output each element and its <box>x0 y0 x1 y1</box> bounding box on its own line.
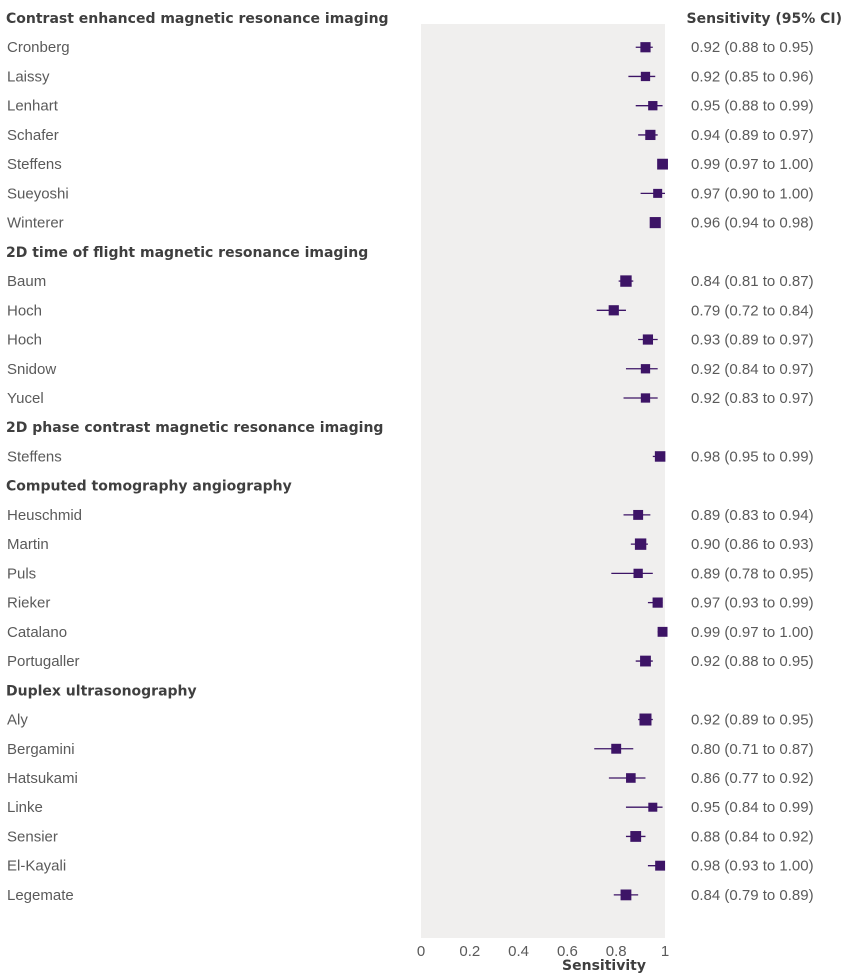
study-label: Baum <box>7 273 46 290</box>
sensitivity-ci-label: 0.92 (0.85 to 0.96) <box>691 68 814 85</box>
study-label: Steffens <box>7 448 62 465</box>
study-label: Bergamini <box>7 741 75 758</box>
study-label: Sensier <box>7 828 58 845</box>
point-estimate-marker <box>655 860 666 871</box>
study-label: Aly <box>7 712 28 729</box>
study-label: Cronberg <box>7 39 70 56</box>
point-estimate-marker <box>640 42 651 53</box>
sensitivity-ci-label: 0.95 (0.84 to 0.99) <box>691 799 814 816</box>
point-estimate-marker <box>654 451 666 462</box>
sensitivity-ci-label: 0.92 (0.84 to 0.97) <box>691 361 814 378</box>
point-estimate-marker <box>626 773 636 783</box>
study-label: Snidow <box>7 361 56 378</box>
point-estimate-marker <box>640 393 651 403</box>
sensitivity-ci-label: 0.86 (0.77 to 0.92) <box>691 770 814 787</box>
study-label: Sueyoshi <box>7 185 69 202</box>
sensitivity-ci-label: 0.98 (0.95 to 0.99) <box>691 448 814 465</box>
x-tick-label: 0.4 <box>508 943 529 960</box>
point-estimate-marker <box>649 217 661 229</box>
point-estimate-marker <box>608 305 619 316</box>
study-label: Catalano <box>7 624 67 641</box>
x-tick-label: 0.6 <box>557 943 578 960</box>
point-estimate-marker <box>640 655 651 667</box>
sensitivity-ci-label: 0.92 (0.89 to 0.95) <box>691 712 814 729</box>
study-label: Hoch <box>7 332 42 349</box>
study-label: Winterer <box>7 215 64 232</box>
point-estimate-marker <box>639 713 652 726</box>
point-estimate-marker <box>630 831 642 842</box>
sensitivity-ci-label: 0.80 (0.71 to 0.87) <box>691 741 814 758</box>
sensitivity-ci-label: 0.99 (0.97 to 1.00) <box>691 156 814 173</box>
rows: Contrast enhanced magnetic resonance ima… <box>6 11 814 904</box>
point-estimate-marker <box>611 743 622 754</box>
point-estimate-marker <box>633 568 643 579</box>
study-label: El-Kayali <box>7 858 66 875</box>
x-tick-label: 0.8 <box>606 943 627 960</box>
study-label: Steffens <box>7 156 62 173</box>
point-estimate-marker <box>653 188 663 198</box>
x-tick-label: 0.2 <box>459 943 480 960</box>
study-label: Portugaller <box>7 653 80 670</box>
study-label: Hatsukami <box>7 770 78 787</box>
x-tick-label: 1 <box>661 943 669 960</box>
sensitivity-ci-label: 0.89 (0.78 to 0.95) <box>691 565 814 582</box>
point-estimate-marker <box>634 538 647 550</box>
group-label: 2D time of flight magnetic resonance ima… <box>6 245 368 261</box>
x-axis-title: Sensitivity <box>562 958 646 974</box>
study-label: Heuschmid <box>7 507 82 524</box>
sensitivity-ci-label: 0.92 (0.88 to 0.95) <box>691 653 814 670</box>
sensitivity-ci-label: 0.88 (0.84 to 0.92) <box>691 828 814 845</box>
sensitivity-ci-label: 0.98 (0.93 to 1.00) <box>691 858 814 875</box>
sensitivity-ci-label: 0.94 (0.89 to 0.97) <box>691 127 814 144</box>
point-estimate-marker <box>633 509 644 520</box>
study-label: Linke <box>7 799 43 816</box>
sensitivity-ci-label: 0.92 (0.88 to 0.95) <box>691 39 814 56</box>
sensitivity-ci-label: 0.95 (0.88 to 0.99) <box>691 98 814 115</box>
plot-panel-background <box>421 24 665 938</box>
sensitivity-ci-label: 0.93 (0.89 to 0.97) <box>691 332 814 349</box>
study-label: Rieker <box>7 595 50 612</box>
sensitivity-ci-label: 0.96 (0.94 to 0.98) <box>691 215 814 232</box>
study-label: Lenhart <box>7 98 59 115</box>
group-label: Duplex ultrasonography <box>6 683 197 699</box>
point-estimate-marker <box>648 802 658 812</box>
sensitivity-ci-label: 0.92 (0.83 to 0.97) <box>691 390 814 407</box>
sensitivity-ci-label: 0.89 (0.83 to 0.94) <box>691 507 814 524</box>
sensitivity-ci-label: 0.79 (0.72 to 0.84) <box>691 302 814 319</box>
point-estimate-marker <box>645 129 656 141</box>
point-estimate-marker <box>657 626 668 637</box>
study-label: Legemate <box>7 887 74 904</box>
sensitivity-ci-label: 0.84 (0.79 to 0.89) <box>691 887 814 904</box>
point-estimate-marker <box>652 597 663 608</box>
study-label: Puls <box>7 565 36 582</box>
study-label: Schafer <box>7 127 59 144</box>
point-estimate-marker <box>657 158 668 170</box>
study-label: Hoch <box>7 302 42 319</box>
study-label: Laissy <box>7 68 50 85</box>
sensitivity-ci-label: 0.97 (0.93 to 0.99) <box>691 595 814 612</box>
study-label: Yucel <box>7 390 44 407</box>
group-label: Computed tomography angiography <box>6 479 292 495</box>
sensitivity-ci-label: 0.99 (0.97 to 1.00) <box>691 624 814 641</box>
value-column-header: Sensitivity (95% CI) <box>687 11 842 27</box>
group-label: 2D phase contrast magnetic resonance ima… <box>6 420 383 436</box>
point-estimate-marker <box>648 101 658 111</box>
point-estimate-marker <box>620 889 632 901</box>
point-estimate-marker <box>640 71 651 82</box>
group-label: Contrast enhanced magnetic resonance ima… <box>6 11 389 27</box>
point-estimate-marker <box>640 364 651 374</box>
sensitivity-ci-label: 0.84 (0.81 to 0.87) <box>691 273 814 290</box>
sensitivity-ci-label: 0.90 (0.86 to 0.93) <box>691 536 814 553</box>
x-tick-label: 0 <box>417 943 425 960</box>
point-estimate-marker <box>620 275 632 287</box>
x-axis: 0 0.2 0.4 0.6 0.8 1 <box>417 943 669 960</box>
study-label: Martin <box>7 536 49 553</box>
sensitivity-ci-label: 0.97 (0.90 to 1.00) <box>691 185 814 202</box>
point-estimate-marker <box>642 334 654 345</box>
